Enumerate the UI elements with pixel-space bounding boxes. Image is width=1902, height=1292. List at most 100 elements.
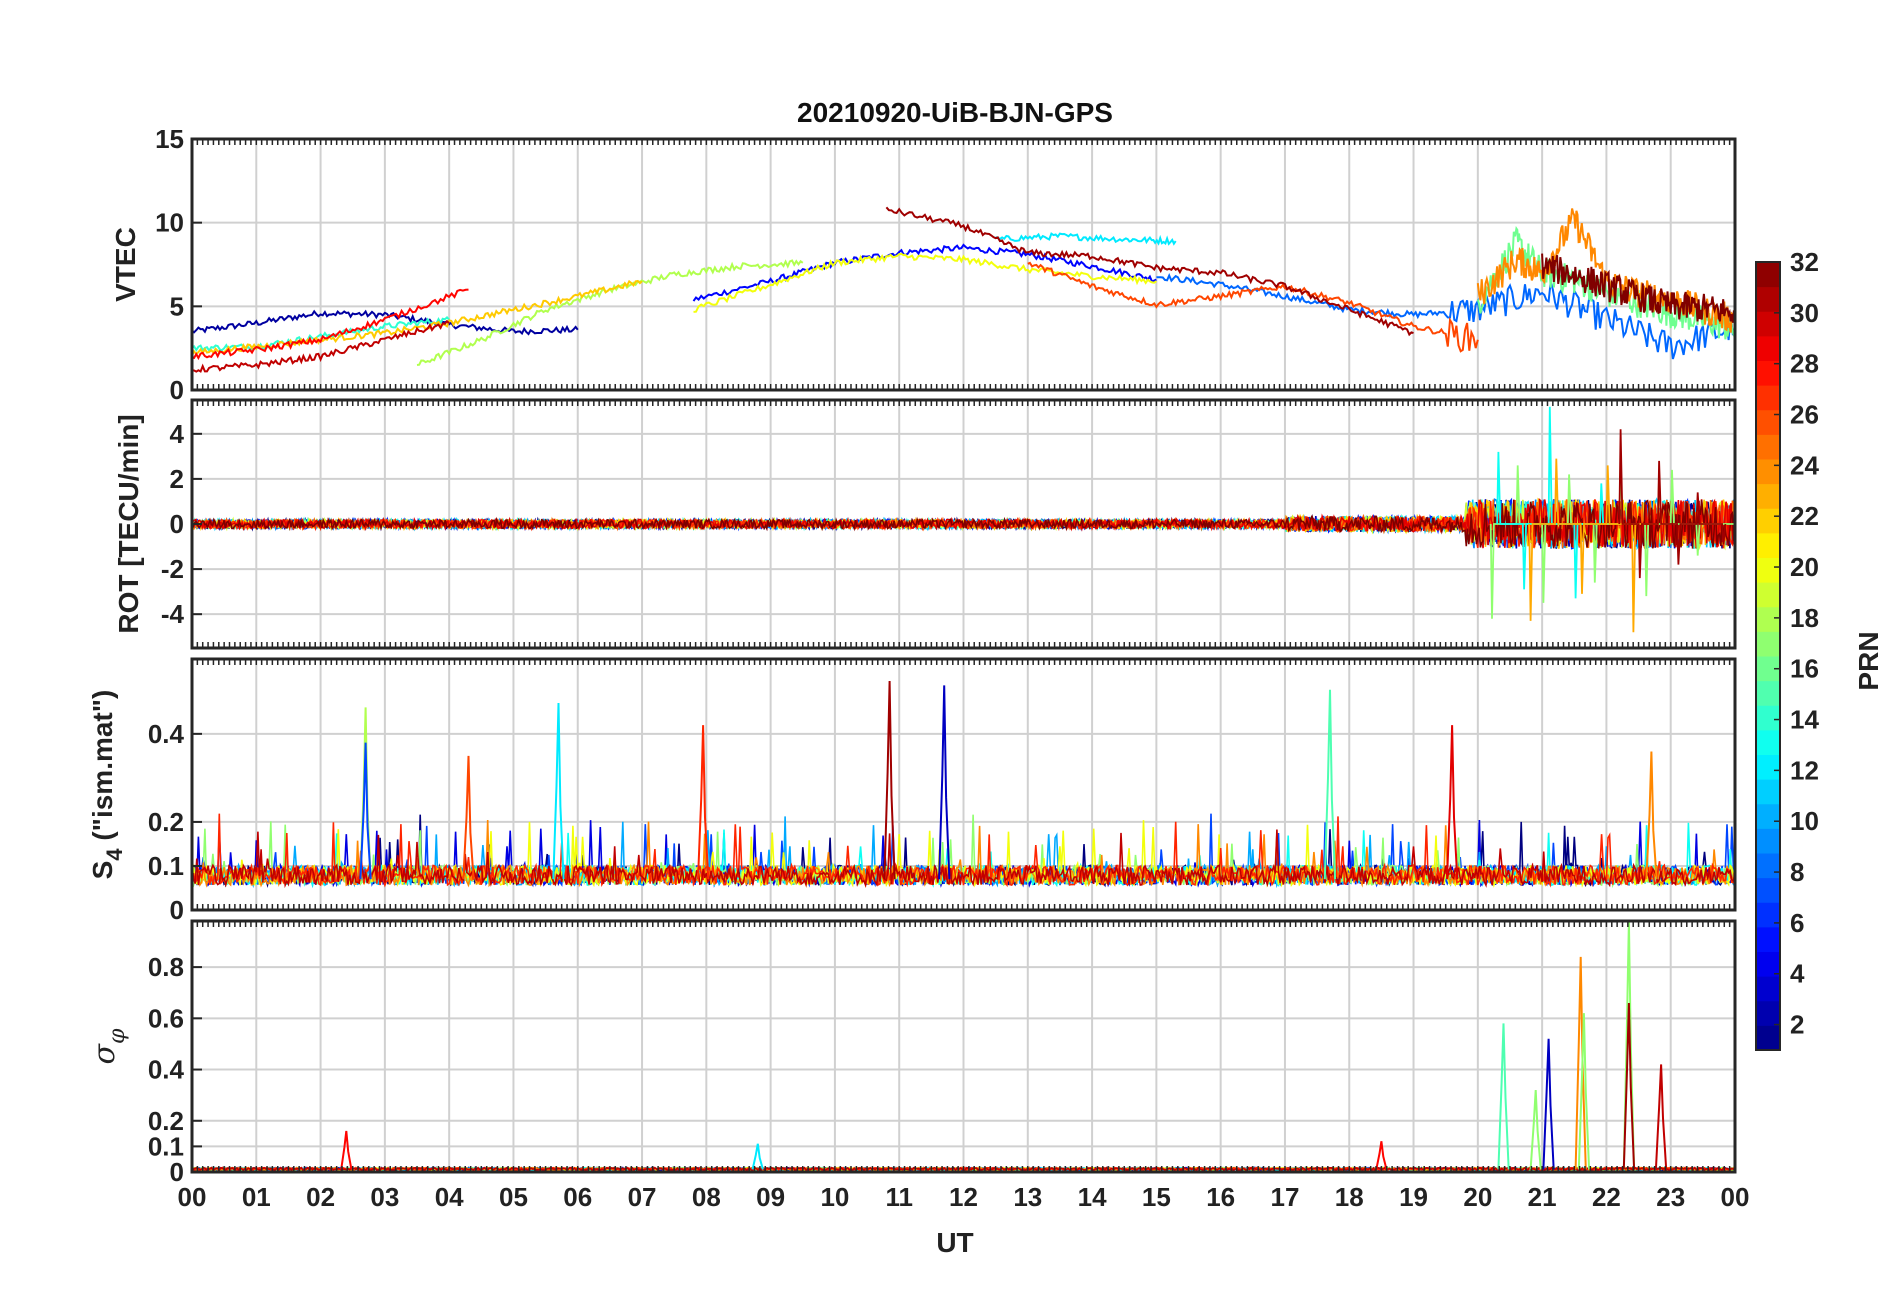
peak-prn-29 [1446,725,1459,880]
colorbar-tick-label: 28 [1790,349,1819,379]
y-tick-label: 0.1 [148,851,184,881]
peak-prn-24 [1574,956,1587,1170]
peak-prn-17 [1622,921,1636,1170]
series-line-prn-30 [192,319,450,373]
colorbar-segment [1756,926,1780,952]
data-lines [192,406,1735,633]
series-line-prn-5 [692,243,1157,302]
y-tick-label: 10 [155,208,184,238]
x-tick-label: 08 [692,1182,721,1212]
colorbar-segment [1756,434,1780,460]
y-tick-label: 0.6 [148,1003,184,1033]
peak-prn-28 [1375,1141,1388,1170]
peak-prn-26 [462,755,475,880]
colorbar-tick-label: 12 [1790,755,1819,785]
y-axis-label: ROT [TECU/min] [113,414,144,633]
y-tick-label: 0.2 [148,1106,184,1136]
y-tick-label: 0.4 [148,1055,185,1085]
series-line-prn-16 [1476,226,1735,340]
peak-prn-3 [938,685,951,880]
colorbar-tick-label: 30 [1790,298,1819,328]
colorbar-segment [1756,311,1780,337]
y-tick-label: 0 [170,895,184,925]
panel-3: 0 0.1 0.2 0.4 S4 ("ism.mat") [87,657,1737,925]
x-tick-label: 05 [499,1182,528,1212]
colorbar-segment [1756,385,1780,411]
x-tick-label: 01 [242,1182,271,1212]
y-tick-label: 15 [155,124,184,154]
colorbar-segment [1756,828,1780,854]
colorbar-label: PRN [1853,631,1884,690]
series-line-prn-31 [885,206,1414,337]
chart-title: 20210920-UiB-BJN-GPS [797,97,1113,128]
peak-prn-3 [1542,1038,1555,1170]
colorbar-segment [1756,754,1780,780]
colorbar-tick-label: 32 [1790,247,1819,277]
peak-prn-30 [1654,1064,1668,1170]
peak-prn-7 [359,742,372,880]
x-tick-label: 02 [306,1182,335,1212]
colorbar-tick-label: 2 [1790,1010,1804,1040]
y-tick-label: 0.8 [148,952,184,982]
spike-prn-31 [1618,429,1727,579]
x-tick-label: 06 [563,1182,592,1212]
panel-1: 0 5 10 15 VTEC [110,124,1737,405]
x-tick-label: 21 [1528,1182,1557,1212]
x-tick-label: 10 [820,1182,849,1212]
colorbar-tick-label: 8 [1790,857,1804,887]
x-tick-label: 09 [756,1182,785,1212]
colorbar-segment [1756,631,1780,657]
x-tick-label: 14 [1078,1182,1107,1212]
x-tick-label: 13 [1013,1182,1042,1212]
x-tick-label: 04 [435,1182,464,1212]
colorbar-segment [1756,335,1780,361]
x-tick-label: 18 [1335,1182,1364,1212]
peak-prn-27 [697,725,710,880]
peak-prn-15 [1497,1023,1510,1170]
peak-prn-17 [1529,1089,1542,1170]
colorbar-tick-label: 26 [1790,400,1819,430]
colorbar-segment [1756,877,1780,903]
peak-prn-31 [883,680,896,880]
minor-ticks [191,400,1736,648]
colorbar-tick-label: 16 [1790,654,1819,684]
colorbar-tick-label: 24 [1790,450,1819,480]
colorbar-segment [1756,803,1780,829]
x-tick-label: 23 [1656,1182,1685,1212]
x-tick-label: 20 [1463,1182,1492,1212]
colorbar-segment [1756,459,1780,485]
x-tick-label: 19 [1399,1182,1428,1212]
x-tick-label: 00 [178,1182,207,1212]
y-tick-label: 0.1 [148,1131,184,1161]
x-tick-label: 03 [370,1182,399,1212]
colorbar-segment [1756,976,1780,1002]
minor-ticks [191,921,1736,1172]
y-tick-label: -4 [161,599,185,629]
colorbar-tick-label: 10 [1790,806,1819,836]
panel-2: -4 -2 0 2 4 ROT [TECU/min] [113,398,1737,650]
y-tick-label: 0 [170,509,184,539]
colorbar-segment [1756,853,1780,879]
peak-prn-31 [1622,1002,1636,1170]
colorbar-tick-label: 14 [1790,705,1819,735]
peak-prn-17 [1577,1013,1591,1170]
gridlines [191,138,1736,391]
series-line-prn-28 [192,288,469,361]
x-tick-label: 11 [885,1182,913,1212]
peak-prn-15 [1323,689,1337,880]
y-axis-label: S4 ("ism.mat") [87,690,127,880]
x-tick-label: 16 [1206,1182,1235,1212]
colorbar-tick-label: 4 [1790,959,1805,989]
colorbar-segment [1756,729,1780,755]
series-line-prn-12 [995,232,1177,246]
series-line-prn-27 [192,813,1735,889]
colorbar-segment [1756,680,1780,706]
minor-ticks [191,139,1736,390]
x-axis-label: UT [936,1227,973,1258]
x-tick-label: 22 [1592,1182,1621,1212]
spike-prn-17 [1489,456,1735,619]
colorbar-segment [1756,532,1780,558]
